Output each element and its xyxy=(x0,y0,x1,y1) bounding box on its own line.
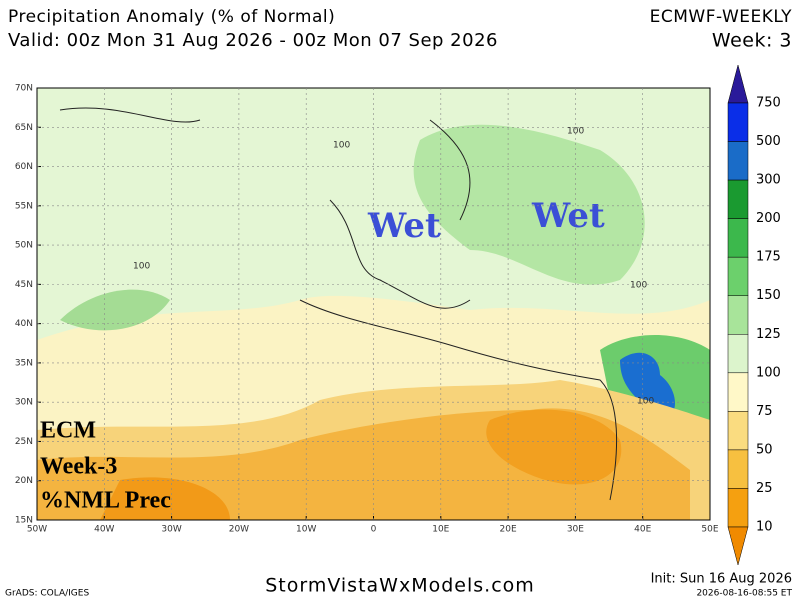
lon-label: 30E xyxy=(567,525,584,535)
model: ECMWF-WEEKLY xyxy=(650,7,792,27)
site: StormVistaWxModels.com xyxy=(265,575,535,597)
lat-label: 70N xyxy=(15,84,33,94)
colorbar-label: 50 xyxy=(756,442,773,457)
lon-label: 10W xyxy=(296,525,316,535)
init-time: Init: Sun 16 Aug 2026 xyxy=(651,572,792,587)
lat-label: 40N xyxy=(15,319,33,329)
colorbar-bin xyxy=(727,256,749,296)
colorbar-label: 100 xyxy=(756,365,781,380)
lat-label: 15N xyxy=(15,516,33,526)
colorbar-label: 75 xyxy=(756,404,773,419)
colorbar-bin xyxy=(727,141,749,181)
lon-label: 40W xyxy=(94,525,114,535)
lat-label: 65N xyxy=(15,123,33,133)
contour-label: 100 xyxy=(333,141,350,151)
colorbar-bin xyxy=(727,295,749,335)
lat-label: 25N xyxy=(15,437,33,447)
colorbar: 750 500 300 200 175 150 125 100 75 50 25 10 xyxy=(727,64,781,566)
overlay-text: ECM xyxy=(40,418,96,444)
lat-label: 30N xyxy=(15,398,33,408)
lon-label: 10E xyxy=(432,525,449,535)
credit: GrADS: COLA/IGES xyxy=(5,589,89,599)
colorbar-label: 500 xyxy=(756,134,781,149)
colorbar-bin xyxy=(727,102,749,142)
lat-label: 20N xyxy=(15,476,33,486)
colorbar-bin xyxy=(727,179,749,219)
wet-label: Wet xyxy=(531,196,605,236)
contour-label: 100 xyxy=(637,397,654,407)
colorbar-label: 10 xyxy=(756,520,773,535)
lat-label: 55N xyxy=(15,201,33,211)
colorbar-label: 25 xyxy=(756,481,773,496)
colorbar-label: 125 xyxy=(756,327,781,342)
overlay-text: Week-3 xyxy=(40,454,117,480)
colorbar-bin xyxy=(727,488,749,528)
contour-label: 100 xyxy=(133,262,150,272)
timestamp: 2026-08-16-08:55 ET xyxy=(696,589,792,599)
contour-label: 100 xyxy=(567,127,584,137)
lon-label: 30W xyxy=(161,525,181,535)
colorbar-label: 300 xyxy=(756,173,781,188)
colorbar-bin xyxy=(727,449,749,489)
lon-label: 40E xyxy=(634,525,651,535)
colorbar-label: 150 xyxy=(756,288,781,303)
colorbar-cap xyxy=(727,64,749,104)
lon-label: 50W xyxy=(27,525,47,535)
overlay-text: %NML Prec xyxy=(40,488,171,514)
lon-label: 0 xyxy=(371,525,377,535)
colorbar-label: 175 xyxy=(756,250,781,265)
lat-label: 50N xyxy=(15,241,33,251)
lon-label: 50E xyxy=(701,525,718,535)
colorbar-label: 200 xyxy=(756,211,781,226)
lat-label: 35N xyxy=(15,358,33,368)
colorbar-bin xyxy=(727,218,749,258)
contour-label: 100 xyxy=(630,281,647,291)
lon-label: 20W xyxy=(229,525,249,535)
title: Precipitation Anomaly (% of Normal) xyxy=(8,7,335,27)
colorbar-bin xyxy=(727,372,749,412)
colorbar-bin xyxy=(727,411,749,451)
week: Week: 3 xyxy=(712,30,792,52)
colorbar-label: 750 xyxy=(756,96,781,111)
lon-label: 20E xyxy=(500,525,517,535)
lat-label: 45N xyxy=(15,280,33,290)
colorbar-bin xyxy=(727,334,749,374)
wet-label: Wet xyxy=(367,206,441,246)
valid-time: Valid: 00z Mon 31 Aug 2026 - 00z Mon 07 … xyxy=(8,30,498,51)
lat-label: 60N xyxy=(15,162,33,172)
colorbar-cap xyxy=(727,526,749,566)
